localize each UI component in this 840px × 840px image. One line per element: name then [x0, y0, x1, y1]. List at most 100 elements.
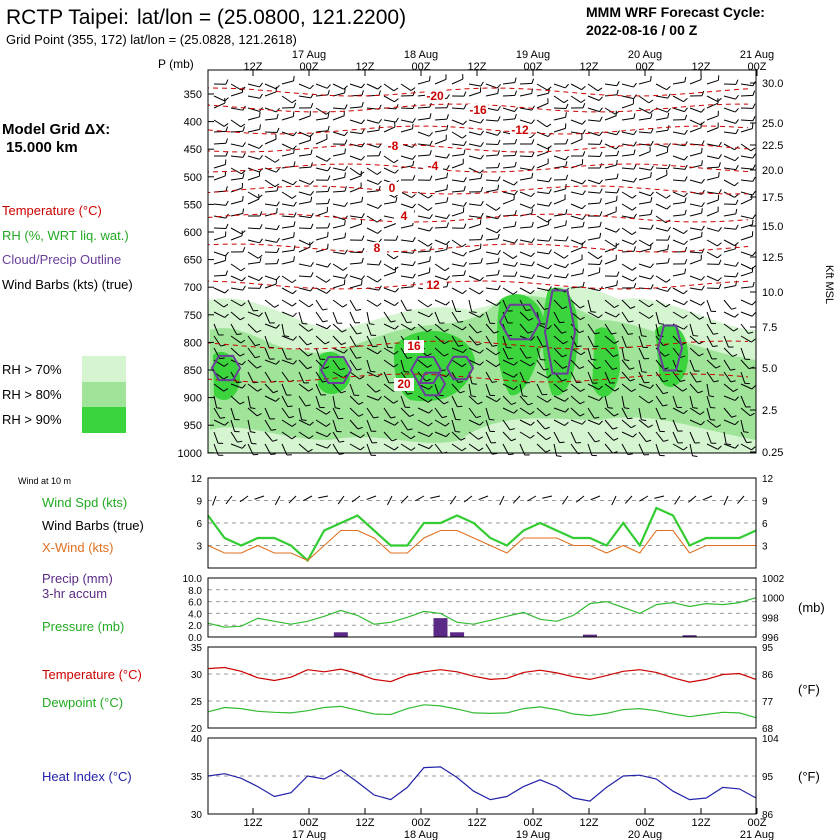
wind-barb: [485, 162, 501, 169]
wind-barb: [485, 285, 501, 291]
wind-barb: [519, 431, 535, 439]
wind-barb: [451, 383, 465, 394]
wind-barb: [451, 207, 465, 217]
wind-barb: [281, 335, 297, 341]
top-date-label: 17 Aug: [292, 49, 326, 61]
wind-barb: [281, 143, 297, 150]
wind-barb: [434, 323, 449, 333]
wind-barb: [706, 110, 719, 121]
wind-barb: [502, 138, 518, 145]
wind-barb: [485, 227, 501, 234]
wind-barb: [723, 347, 738, 357]
wind-barb: [383, 287, 399, 293]
wind-barb: [553, 139, 569, 145]
wind-barb: [434, 299, 450, 306]
wind-barb: [638, 371, 650, 384]
wind-barb: [604, 383, 620, 392]
wind-barb: [536, 431, 551, 441]
grid-spacing-value: 15.000 km: [6, 139, 78, 156]
wind-barb: [638, 274, 654, 280]
wind-barb: [502, 194, 515, 205]
wind-barb: [621, 130, 637, 136]
temp-dewpoint-lines: [207, 666, 757, 719]
wind-barb: [366, 395, 382, 401]
wind-barb: [230, 173, 245, 181]
wind-barb: [638, 243, 652, 253]
wind-barb: [332, 249, 348, 255]
temp-contour-label: 0: [389, 181, 396, 195]
wind-barb: [468, 407, 482, 419]
pressure-tick-label: 450: [184, 144, 202, 156]
heat-index-panel: Heat Index (°C) (°F) 30 35 40 86 95 104: [42, 734, 820, 821]
wind-barb: [485, 407, 495, 421]
wind-barb: [213, 95, 229, 102]
wind-barb: [553, 123, 567, 133]
wind-barb: [519, 139, 535, 145]
wind-barb: [315, 113, 330, 121]
surface-wind-barb: [239, 495, 249, 503]
height-tick-label: 5.0: [762, 363, 777, 375]
wind-barb: [417, 203, 433, 211]
wind-barb: [587, 311, 603, 319]
wind-barb: [247, 238, 263, 244]
right-tick-label: 996: [762, 633, 779, 644]
cloud-outline: [409, 356, 443, 384]
wind-barb: [281, 419, 297, 427]
wind-barb: [621, 149, 636, 157]
wind-barb: [485, 299, 501, 306]
wind-barb: [638, 335, 648, 349]
wind-panel-grid: 3 3 6 6 9 9 12 12: [191, 474, 774, 553]
wind-barb: [536, 119, 552, 128]
wind-barb: [723, 155, 739, 162]
wind-barb: [604, 150, 620, 157]
bottom-hour-label: 12Z: [580, 817, 599, 829]
wind-barb: [230, 152, 246, 158]
wind-barb: [315, 166, 331, 172]
wind-barb: [264, 237, 280, 243]
wind-barb: [315, 335, 330, 345]
wind-barb: [468, 275, 484, 282]
wind-barb: [672, 383, 688, 392]
wind-tick-left: 3: [196, 542, 202, 553]
wind-barb: [332, 407, 344, 420]
wind-barb: [689, 231, 703, 241]
wind-barb: [536, 219, 550, 229]
wind-barb: [383, 311, 396, 323]
wind-barb: [706, 347, 717, 360]
wind-barb: [553, 112, 567, 121]
wind-barb: [332, 419, 342, 433]
wind-barb: [621, 246, 636, 253]
wind-barb: [451, 270, 466, 277]
wind-barb: [672, 299, 688, 306]
wind-barb: [740, 153, 756, 159]
temp-contour-label: 16: [407, 339, 421, 353]
wind-barb: [366, 347, 382, 355]
wind-barb: [417, 407, 433, 414]
wind-barb: [706, 407, 716, 421]
temp-label-bg: [425, 90, 445, 103]
wind-barb: [451, 311, 464, 323]
wind-barb: [417, 256, 431, 265]
wind-barb: [689, 147, 703, 157]
surface-wind-barb: [542, 495, 553, 499]
wind-barb: [621, 203, 637, 211]
wind-barb: [332, 215, 348, 221]
wind-barb: [315, 134, 328, 145]
wind-barb: [315, 222, 331, 229]
wind-barb: [723, 443, 739, 449]
wind-barb: [706, 141, 722, 147]
wind-barb: [689, 208, 703, 217]
left-tick-label: 20: [191, 724, 203, 735]
wind-barb: [587, 251, 603, 260]
wind-barb: [553, 311, 565, 324]
wind-barb: [485, 131, 501, 136]
wind-barb: [519, 407, 535, 415]
wind-barb: [502, 261, 518, 267]
wind-barb: [264, 383, 279, 394]
wind-barb: [230, 230, 243, 241]
wind-barb: [519, 323, 533, 334]
wind-barb: [706, 275, 722, 282]
wind-barb: [315, 383, 326, 396]
wind-barb: [230, 311, 245, 321]
wind-barb: [247, 191, 263, 199]
